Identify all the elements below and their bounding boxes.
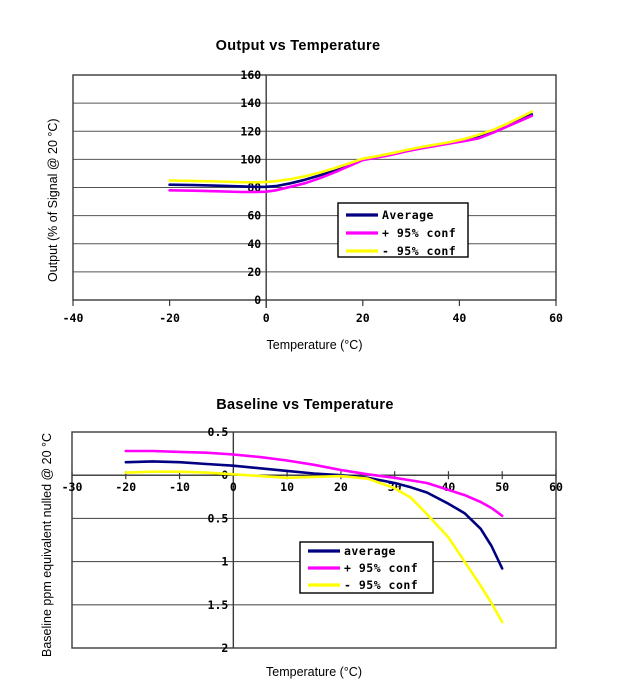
baseline-chart-title: Baseline vs Temperature xyxy=(216,397,394,413)
x-tick-label: 0 xyxy=(263,311,270,325)
x-tick-label: -30 xyxy=(62,480,83,494)
y-tick-label: 140 xyxy=(240,96,261,110)
legend-label: + 95% conf xyxy=(382,226,456,240)
legend-label: average xyxy=(344,544,396,558)
x-tick-label: 0 xyxy=(230,480,237,494)
y-tick-label: 0.5 xyxy=(208,511,229,525)
output-chart-title: Output vs Temperature xyxy=(215,38,381,54)
series-line-minus-95-conf xyxy=(168,110,534,184)
legend-label: - 95% conf xyxy=(382,244,456,258)
y-tick-label: 1.5 xyxy=(208,598,229,612)
output-chart-xlabel: Temperature (°C) xyxy=(266,338,363,352)
x-tick-label: 40 xyxy=(452,311,466,325)
y-tick-label: 40 xyxy=(247,237,261,251)
y-tick-label: 0 xyxy=(221,468,228,482)
legend-label: + 95% conf xyxy=(344,561,418,575)
output-chart-plot: -40 -20 0 20 40 60160140120100806040200Averag… xyxy=(63,68,563,325)
x-tick-label: 20 xyxy=(356,311,370,325)
baseline-chart-plot: -30 -20 -10 0 10 20 30 40 50 600.500.511.52averag… xyxy=(62,425,563,655)
legend-label: - 95% conf xyxy=(344,578,418,592)
x-tick-label: 50 xyxy=(495,480,509,494)
series-line-plus-95-conf xyxy=(124,449,504,518)
y-tick-label: 1 xyxy=(221,555,228,569)
series-line-minus-95-conf xyxy=(124,470,504,624)
x-tick-label: -10 xyxy=(169,480,190,494)
y-tick-label: 60 xyxy=(247,209,261,223)
x-tick-label: -40 xyxy=(63,311,84,325)
y-tick-label: 20 xyxy=(247,265,261,279)
x-tick-label: -20 xyxy=(159,311,180,325)
x-tick-label: 60 xyxy=(549,480,563,494)
y-tick-label: 2 xyxy=(221,641,228,655)
x-tick-label: 10 xyxy=(280,480,294,494)
series-line-plus-95-conf xyxy=(168,114,534,194)
plot-border xyxy=(72,74,557,301)
x-tick-label: 20 xyxy=(334,480,348,494)
y-tick-label: 100 xyxy=(240,152,261,166)
x-tick-label: -20 xyxy=(115,480,136,494)
y-tick-label: 160 xyxy=(240,68,261,82)
x-tick-label: 60 xyxy=(549,311,563,325)
plot-border xyxy=(71,431,557,649)
legend-label: Average xyxy=(382,208,434,222)
y-tick-label: 0 xyxy=(254,293,261,307)
y-tick-label: 120 xyxy=(240,124,261,138)
baseline-chart-xlabel: Temperature (°C) xyxy=(266,665,362,679)
y-tick-label: 0.5 xyxy=(208,425,229,439)
legend-box xyxy=(337,202,469,258)
series-line-average xyxy=(168,113,534,189)
